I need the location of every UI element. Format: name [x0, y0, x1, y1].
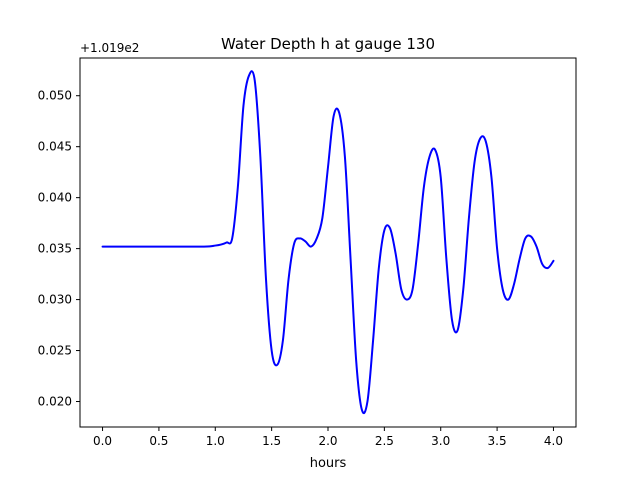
plot-frame [79, 57, 577, 428]
x-tick-label: 0.0 [93, 434, 112, 448]
x-tick-label: 4.0 [544, 434, 563, 448]
x-tick-label: 2.0 [318, 434, 337, 448]
water-depth-line [101, 70, 555, 415]
x-tick-label: 1.0 [206, 434, 225, 448]
y-tick-label: 0.045 [38, 140, 72, 154]
y-tick-label: 0.035 [38, 242, 72, 256]
y-tick-label: 0.030 [38, 293, 72, 307]
x-tick-label: 1.5 [262, 434, 281, 448]
x-tick-label: 3.0 [431, 434, 450, 448]
y-axis: 0.020 0.025 0.030 0.035 0.040 0.045 0.050 [38, 89, 80, 409]
x-tick-label: 0.5 [149, 434, 168, 448]
chart-title: Water Depth h at gauge 130 [221, 35, 435, 53]
x-axis: 0.0 0.5 1.0 1.5 2.0 2.5 3.0 3.5 4.0 [93, 427, 563, 448]
y-tick-label: 0.020 [38, 395, 72, 409]
y-tick-label: 0.040 [38, 191, 72, 205]
y-offset-label: +1.019e2 [80, 41, 139, 55]
y-tick-label: 0.050 [38, 89, 72, 103]
x-tick-label: 2.5 [375, 434, 394, 448]
y-tick-label: 0.025 [38, 344, 72, 358]
x-axis-label: hours [310, 456, 347, 471]
x-tick-label: 3.5 [488, 434, 507, 448]
